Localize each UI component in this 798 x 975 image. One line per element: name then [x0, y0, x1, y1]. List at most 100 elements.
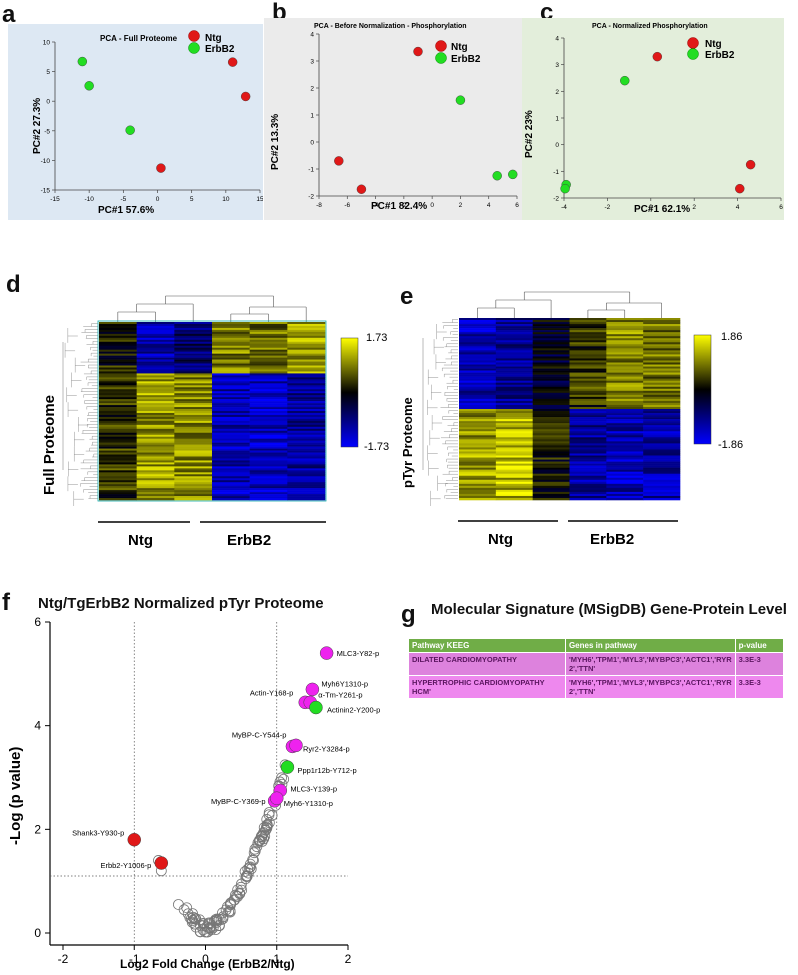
heatmap-cell: [249, 472, 288, 475]
heatmap-cell: [287, 361, 326, 364]
heatmap-cell: [495, 342, 533, 345]
color-scale-bar: [693, 334, 712, 445]
heatmap-cell: [532, 400, 570, 404]
heatmap-cell: [606, 469, 644, 472]
heatmap-cell: [532, 396, 570, 400]
heatmap-cell: [174, 440, 213, 443]
heatmap-cell: [459, 409, 497, 412]
heatmap-cell: [532, 360, 570, 363]
heatmap-cell: [99, 436, 137, 439]
heatmap-cell: [459, 485, 497, 489]
heatmap-cell: [495, 400, 533, 404]
heatmap-cell: [212, 472, 250, 475]
heatmap-cell: [136, 422, 175, 426]
heatmap-cell: [249, 462, 288, 465]
y-tick-label: 3: [555, 62, 559, 69]
heatmap-cell: [569, 330, 607, 333]
heatmap-cell: [174, 345, 213, 349]
heatmap-cell: [606, 479, 644, 483]
heatmap-cell: [287, 462, 326, 465]
heatmap-cell: [532, 439, 570, 442]
heatmap-cell: [495, 481, 533, 485]
heatmap-cell: [212, 442, 250, 445]
heatmap-cell: [532, 394, 570, 398]
table-cell: 'MYH6','TPM1','MYL3','MYBPC3','ACTC1','R…: [564, 652, 736, 676]
heatmap-cell: [532, 469, 570, 472]
point-erbb2: [492, 171, 502, 181]
y-tick-label: 10: [43, 40, 51, 47]
heatmap-cell: [495, 346, 533, 349]
heatmap-cell: [174, 416, 213, 420]
heatmap-cell: [212, 494, 250, 497]
heatmap-cell: [287, 460, 326, 463]
heatmap-cell: [569, 411, 607, 414]
heatmap-cell: [212, 426, 250, 430]
volcano-point: [276, 772, 287, 784]
y-tick-label: 5: [46, 69, 50, 76]
legend-erbb2-marker: [188, 42, 200, 54]
heatmap-cell: [459, 382, 497, 386]
heatmap-cell: [532, 455, 570, 458]
heatmap-cell: [532, 497, 570, 501]
heatmap-cell: [569, 362, 607, 365]
heatmap-cell: [99, 337, 137, 341]
heatmap-cell: [174, 430, 213, 434]
heatmap-cell: [249, 411, 288, 414]
heatmap-cell: [569, 334, 607, 337]
point-ntg: [334, 156, 344, 166]
volcano-point: [217, 907, 228, 919]
heatmap-cell: [99, 450, 137, 453]
heatmap-cell: [212, 361, 250, 364]
heatmap-cell: [174, 496, 213, 499]
heatmap-cell: [99, 454, 137, 457]
heatmap-cell: [136, 428, 175, 432]
heatmap-cell: [495, 402, 533, 406]
heatmap-cell: [136, 440, 175, 443]
heatmap-cell: [136, 401, 175, 404]
heatmap-cell: [643, 467, 681, 470]
volcano-labels: MLC3-Y82-p Myh6Y1310-p Actin-Y168-p α-Tm-Y2…: [72, 649, 380, 870]
heatmap-cell: [532, 356, 570, 359]
heatmap-cell: [643, 336, 681, 339]
heatmap-cell: [99, 375, 137, 378]
scale-min-label: -1.86: [718, 439, 743, 451]
heatmap-cell: [495, 435, 533, 438]
heatmap-cell: [495, 467, 533, 470]
heatmap-cell: [249, 329, 288, 333]
heatmap-cell: [569, 328, 607, 331]
pca-b-xlabel: PC#1 82.4%: [371, 201, 427, 212]
heatmap-cell: [174, 480, 213, 483]
heatmap-cell: [212, 452, 250, 455]
heatmap-cell: [249, 448, 288, 451]
heatmap-cell: [532, 449, 570, 452]
heatmap-cell: [212, 375, 250, 378]
heatmap-cell: [495, 459, 533, 462]
heatmap-cell: [174, 323, 213, 327]
heatmap-cell: [532, 404, 570, 408]
heatmap-cell: [212, 422, 250, 426]
heatmap-cell: [459, 328, 497, 331]
heatmap-cell: [606, 471, 644, 475]
volcano-point: [278, 773, 290, 785]
heatmap-cell: [532, 324, 570, 327]
heatmap-cell: [212, 416, 250, 420]
heatmap-cell: [532, 489, 570, 493]
heatmap-cell: [287, 385, 326, 388]
heatmap-cell: [532, 483, 570, 487]
heatmap-cell: [287, 409, 326, 412]
heatmap-cell: [212, 399, 250, 402]
heatmap-cell: [212, 377, 250, 380]
heatmap-cell: [459, 419, 497, 422]
heatmap-cell: [495, 366, 533, 369]
heatmap-cell: [249, 412, 288, 416]
heatmap-cell: [569, 396, 607, 400]
heatmap-cell: [212, 484, 250, 487]
x-tick-label: -2: [605, 204, 611, 211]
heatmap-cell: [136, 462, 175, 465]
heatmap-cell: [212, 387, 250, 390]
heatmap-cell: [99, 424, 137, 428]
heatmap-cell: [606, 419, 644, 422]
heatmap-cell: [174, 490, 213, 493]
heatmap-cell: [569, 342, 607, 345]
heatmap-cell: [287, 446, 326, 449]
